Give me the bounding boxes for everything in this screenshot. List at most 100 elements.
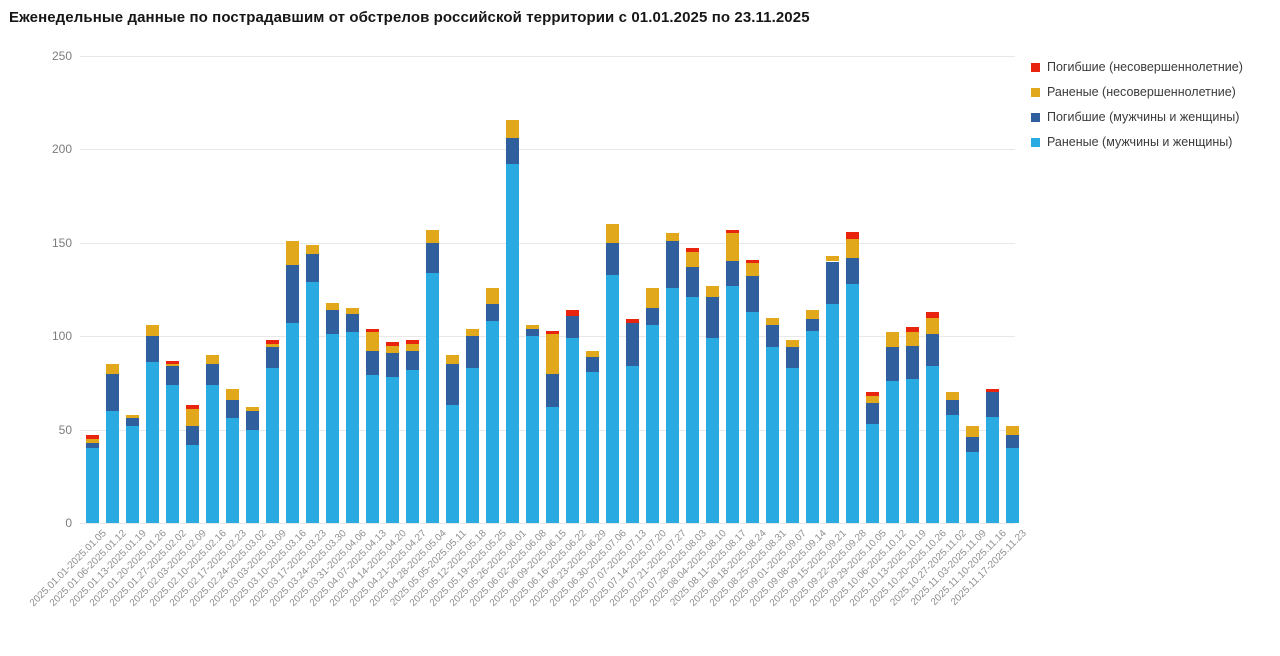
bar-segment bbox=[686, 267, 699, 297]
bar-segment bbox=[986, 388, 999, 393]
bar-segment bbox=[146, 336, 159, 363]
bar-segment bbox=[966, 452, 979, 523]
bar-segment bbox=[826, 261, 839, 305]
bar-segment bbox=[606, 242, 619, 275]
bar-segment bbox=[466, 336, 479, 368]
bar-segment bbox=[626, 366, 639, 523]
bar-segment bbox=[786, 347, 799, 368]
bar-segment bbox=[926, 311, 939, 318]
bar-segment bbox=[146, 325, 159, 337]
bar-segment bbox=[866, 424, 879, 523]
bar-segment bbox=[506, 119, 519, 139]
chart-title: Еженедельные данные по пострадавшим от о… bbox=[9, 9, 810, 26]
legend-item: Погибшие (несовершеннолетние) bbox=[1031, 60, 1243, 85]
bar-segment bbox=[766, 347, 779, 523]
bar-segment bbox=[1006, 448, 1019, 523]
bar-segment bbox=[746, 276, 759, 312]
bar-segment bbox=[586, 371, 599, 523]
bar-segment bbox=[466, 328, 479, 337]
bar-segment bbox=[546, 373, 559, 408]
bar-segment bbox=[566, 338, 579, 523]
bar-segment bbox=[706, 285, 719, 297]
bar-segment bbox=[86, 448, 99, 523]
bar-segment bbox=[146, 362, 159, 523]
bar-segment bbox=[306, 282, 319, 523]
bar-segment bbox=[486, 304, 499, 322]
bar-segment bbox=[266, 343, 279, 348]
bar-segment bbox=[546, 334, 559, 374]
legend-item: Раненые (несовершеннолетние) bbox=[1031, 85, 1243, 110]
bar-segment bbox=[166, 360, 179, 365]
bar-segment bbox=[126, 414, 139, 419]
gridline bbox=[80, 56, 1015, 57]
bar-segment bbox=[546, 407, 559, 523]
bar-segment bbox=[326, 334, 339, 523]
bar-segment bbox=[506, 164, 519, 523]
bar-segment bbox=[166, 364, 179, 367]
bar-segment bbox=[726, 233, 739, 262]
bar-segment bbox=[246, 429, 259, 523]
bar-segment bbox=[366, 351, 379, 376]
bar-segment bbox=[226, 418, 239, 523]
bar-segment bbox=[906, 332, 919, 346]
bar-segment bbox=[926, 317, 939, 335]
bar-segment bbox=[246, 407, 259, 411]
bar-segment bbox=[226, 399, 239, 419]
bar-segment bbox=[926, 334, 939, 367]
bar-segment bbox=[686, 248, 699, 253]
bar-segment bbox=[706, 296, 719, 339]
bar-segment bbox=[726, 261, 739, 286]
bar-segment bbox=[1006, 435, 1019, 449]
bar-segment bbox=[466, 367, 479, 523]
bar-segment bbox=[526, 325, 539, 329]
bar-segment bbox=[606, 274, 619, 523]
plot-area bbox=[80, 56, 1019, 524]
bar-segment bbox=[746, 259, 759, 264]
bar-segment bbox=[886, 381, 899, 523]
bar-segment bbox=[526, 328, 539, 337]
bar-segment bbox=[666, 240, 679, 288]
bar-segment bbox=[166, 384, 179, 523]
bar-segment bbox=[346, 308, 359, 314]
bar-segment bbox=[486, 321, 499, 523]
bar-segment bbox=[826, 255, 839, 262]
bar-segment bbox=[586, 356, 599, 372]
bar-segment bbox=[126, 418, 139, 426]
gridline bbox=[80, 242, 1015, 244]
bar-segment bbox=[266, 339, 279, 344]
bar-segment bbox=[106, 373, 119, 411]
bar-segment bbox=[206, 354, 219, 365]
bar-segment bbox=[366, 375, 379, 523]
bar-segment bbox=[406, 343, 419, 352]
legend-item: Погибшие (мужчины и женщины) bbox=[1031, 110, 1243, 135]
y-tick-label: 100 bbox=[51, 329, 72, 344]
y-tick-label: 200 bbox=[51, 142, 72, 157]
bar-segment bbox=[686, 252, 699, 268]
bar-segment bbox=[426, 272, 439, 523]
bar-segment bbox=[426, 229, 439, 243]
bar-segment bbox=[106, 364, 119, 374]
bar-segment bbox=[766, 317, 779, 325]
bar-segment bbox=[746, 263, 759, 277]
bar-segment bbox=[846, 231, 859, 240]
bar-segment bbox=[286, 323, 299, 523]
bar-segment bbox=[846, 283, 859, 523]
bar-segment bbox=[866, 392, 879, 396]
bar-segment bbox=[446, 364, 459, 406]
bar-segment bbox=[846, 239, 859, 258]
bar-segment bbox=[286, 265, 299, 324]
legend-swatch bbox=[1031, 138, 1040, 147]
bar-segment bbox=[666, 287, 679, 523]
legend-label: Погибшие (несовершеннолетние) bbox=[1047, 60, 1243, 74]
bar-segment bbox=[186, 405, 199, 410]
bar-segment bbox=[226, 388, 239, 400]
bar-segment bbox=[946, 399, 959, 415]
bar-segment bbox=[266, 367, 279, 523]
y-tick-label: 50 bbox=[58, 422, 72, 437]
bar-segment bbox=[86, 435, 99, 439]
bar-segment bbox=[386, 341, 399, 346]
bar-segment bbox=[646, 308, 659, 325]
legend-label: Раненые (мужчины и женщины) bbox=[1047, 135, 1233, 149]
bar-segment bbox=[446, 354, 459, 365]
